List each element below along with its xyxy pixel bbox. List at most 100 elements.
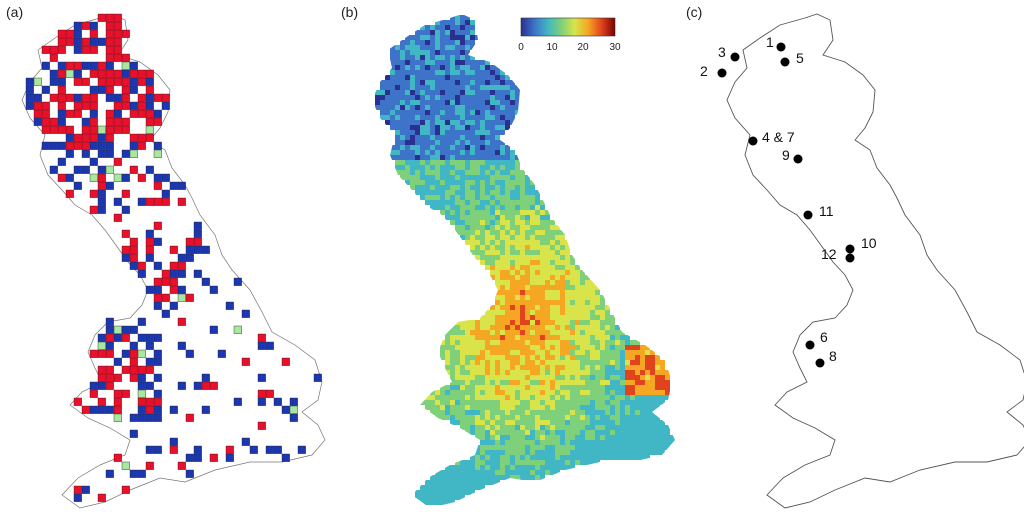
heat-cell (495, 205, 500, 210)
heat-cell (440, 85, 445, 90)
heat-cell (495, 130, 500, 135)
heat-cell (555, 470, 560, 475)
heat-cell (475, 470, 480, 475)
heat-cell (410, 125, 415, 130)
grid-cell (137, 109, 146, 118)
heat-cell (425, 60, 430, 65)
grid-cell (137, 133, 146, 142)
heat-cell (460, 15, 465, 20)
heat-cell (585, 350, 590, 355)
heat-cell (625, 355, 630, 360)
heat-cell (415, 175, 420, 180)
heat-cell (495, 410, 500, 415)
heat-cell (435, 470, 440, 475)
heat-cell (450, 20, 455, 25)
heat-cell (490, 420, 495, 425)
grid-cell (97, 13, 106, 22)
heat-cell (490, 430, 495, 435)
heat-cell (450, 340, 455, 345)
heat-cell (425, 400, 430, 405)
heat-cell (465, 50, 470, 55)
heat-cell (425, 485, 430, 490)
heat-cell (485, 460, 490, 465)
heat-cell (455, 15, 460, 20)
grid-cell (89, 349, 98, 358)
heat-cell (415, 60, 420, 65)
grid-cell (193, 237, 202, 246)
heat-cell (545, 430, 550, 435)
grid-cell (97, 405, 106, 414)
heat-cell (615, 410, 620, 415)
heat-cell (630, 360, 635, 365)
heat-cell (575, 290, 580, 295)
heat-cell (595, 410, 600, 415)
heat-cell (485, 315, 490, 320)
heat-cell (415, 85, 420, 90)
heat-cell (510, 180, 515, 185)
heat-cell (485, 180, 490, 185)
heat-cell (520, 305, 525, 310)
heat-cell (535, 305, 540, 310)
grid-cell (129, 373, 138, 382)
heat-cell (555, 240, 560, 245)
heat-cell (520, 435, 525, 440)
heat-cell (460, 410, 465, 415)
heat-cell (455, 400, 460, 405)
grid-cell (105, 317, 114, 326)
heat-cell (550, 340, 555, 345)
grid-cell (257, 421, 266, 430)
heat-cell (490, 460, 495, 465)
heat-cell (430, 65, 435, 70)
grid-cell (65, 29, 74, 38)
heat-cell (525, 260, 530, 265)
heat-cell (510, 420, 515, 425)
heat-cell (460, 160, 465, 165)
heat-cell (560, 270, 565, 275)
heat-cell (630, 420, 635, 425)
heat-cell (640, 415, 645, 420)
heat-cell (430, 115, 435, 120)
heat-cell (445, 55, 450, 60)
heat-cell (440, 415, 445, 420)
heat-cell (515, 90, 520, 95)
heat-cell (630, 405, 635, 410)
heat-cell (455, 405, 460, 410)
heat-cell (530, 375, 535, 380)
heat-cell (590, 320, 595, 325)
heat-cell (595, 435, 600, 440)
heat-cell (595, 325, 600, 330)
heat-cell (400, 145, 405, 150)
heat-cell (665, 370, 670, 375)
heat-cell (420, 35, 425, 40)
heat-cell (480, 465, 485, 470)
heat-cell (600, 415, 605, 420)
heat-cell (495, 175, 500, 180)
heat-cell (475, 105, 480, 110)
heat-cell (455, 360, 460, 365)
heat-cell (465, 340, 470, 345)
grid-cell (129, 429, 138, 438)
heat-cell (515, 280, 520, 285)
heat-cell (610, 440, 615, 445)
heat-cell (525, 465, 530, 470)
grid-cell (137, 381, 146, 390)
heat-cell (460, 65, 465, 70)
heat-cell (530, 320, 535, 325)
grid-cell (41, 61, 50, 70)
grid-cell (113, 389, 122, 398)
heat-cell (665, 440, 670, 445)
heat-cell (445, 190, 450, 195)
grid-cell (121, 29, 130, 38)
heat-cell (560, 390, 565, 395)
heat-cell (470, 395, 475, 400)
heat-cell (570, 275, 575, 280)
heat-cell (445, 50, 450, 55)
heat-cell (465, 180, 470, 185)
heat-cell (490, 410, 495, 415)
heat-cell (560, 455, 565, 460)
heat-cell (500, 250, 505, 255)
heat-cell (540, 445, 545, 450)
heat-cell (425, 55, 430, 60)
heat-cell (545, 395, 550, 400)
heat-cell (450, 60, 455, 65)
